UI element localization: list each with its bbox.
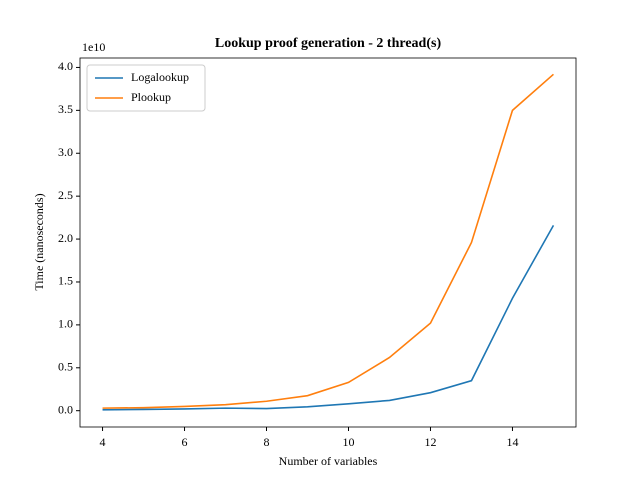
legend-box	[86, 64, 206, 112]
data-line	[102, 224, 555, 411]
y-tick-label: 3.0	[58, 145, 73, 159]
x-tick-label: 6	[182, 435, 188, 449]
y-tick-label: 2.5	[58, 188, 73, 202]
y-tick-label: 0.5	[58, 360, 73, 374]
y-tick-label: 0.0	[58, 402, 73, 416]
data-line	[102, 73, 554, 409]
x-tick-label: 4	[100, 435, 106, 449]
x-tick-label: 12	[424, 435, 436, 449]
y-tick-label: 1.0	[58, 317, 73, 331]
y-axis-label: Time (nanoseconds)	[32, 193, 46, 290]
y-tick-label: 2.0	[58, 231, 73, 245]
y-tick-label: 3.5	[58, 102, 73, 116]
x-tick-label: 14	[506, 435, 518, 449]
y-tick-label: 4.0	[58, 59, 73, 73]
chart-title: Lookup proof generation - 2 thread(s)	[215, 36, 442, 51]
y-offset-label: 1e10	[82, 40, 105, 54]
x-tick-label: 8	[264, 435, 270, 449]
y-tick-label: 1.5	[58, 274, 73, 288]
legend-label: Logalookup	[131, 70, 189, 84]
legend-label: Plookup	[131, 90, 171, 104]
x-tick-label: 10	[342, 435, 354, 449]
plot-frame	[79, 57, 577, 428]
x-axis-label: Number of variables	[279, 454, 378, 468]
